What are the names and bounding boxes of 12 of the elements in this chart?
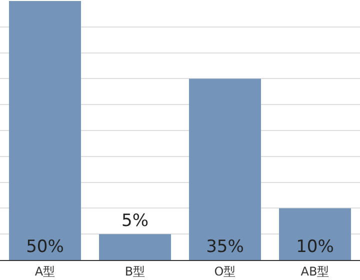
data-label: 5% <box>122 211 148 232</box>
x-tick-label: B型 <box>124 264 146 278</box>
x-tick-label: A型 <box>34 264 56 278</box>
data-label: 50% <box>26 237 64 257</box>
bar <box>279 208 351 260</box>
x-tick-label: AB型 <box>300 264 330 278</box>
data-label: 10% <box>296 237 334 257</box>
bar <box>99 234 171 260</box>
bar <box>9 1 81 260</box>
x-tick-label: O型 <box>214 264 236 278</box>
bar <box>189 78 261 260</box>
data-label: 35% <box>206 237 244 257</box>
